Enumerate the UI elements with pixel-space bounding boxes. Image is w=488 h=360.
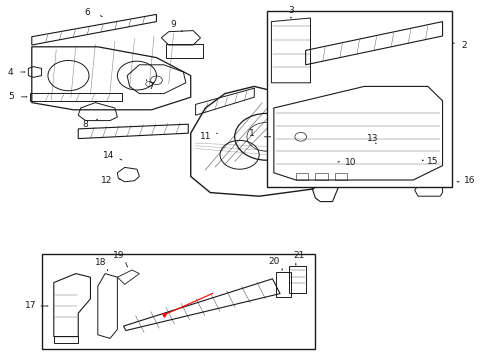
Bar [266,11,451,187]
Text: 17: 17 [25,302,37,310]
Text: 20: 20 [267,256,279,266]
Text: 1: 1 [248,129,254,138]
Text: 6: 6 [84,8,90,17]
Text: 16: 16 [463,176,474,185]
Text: 5: 5 [8,93,14,102]
Text: 21: 21 [293,251,305,260]
Text: 8: 8 [82,120,88,129]
Text: 13: 13 [366,134,378,143]
Bar [41,254,315,349]
Text: 9: 9 [170,20,176,29]
Text: 19: 19 [113,251,124,260]
Text: 3: 3 [287,6,293,15]
Text: 4: 4 [8,68,14,77]
Text: 12: 12 [101,176,112,185]
Text: 2: 2 [461,41,467,50]
Text: 18: 18 [94,258,106,267]
Text: 11: 11 [199,132,211,141]
Text: 10: 10 [344,158,356,166]
Text: 15: 15 [426,157,437,166]
Text: 14: 14 [102,151,114,160]
Text: 7: 7 [148,82,154,91]
